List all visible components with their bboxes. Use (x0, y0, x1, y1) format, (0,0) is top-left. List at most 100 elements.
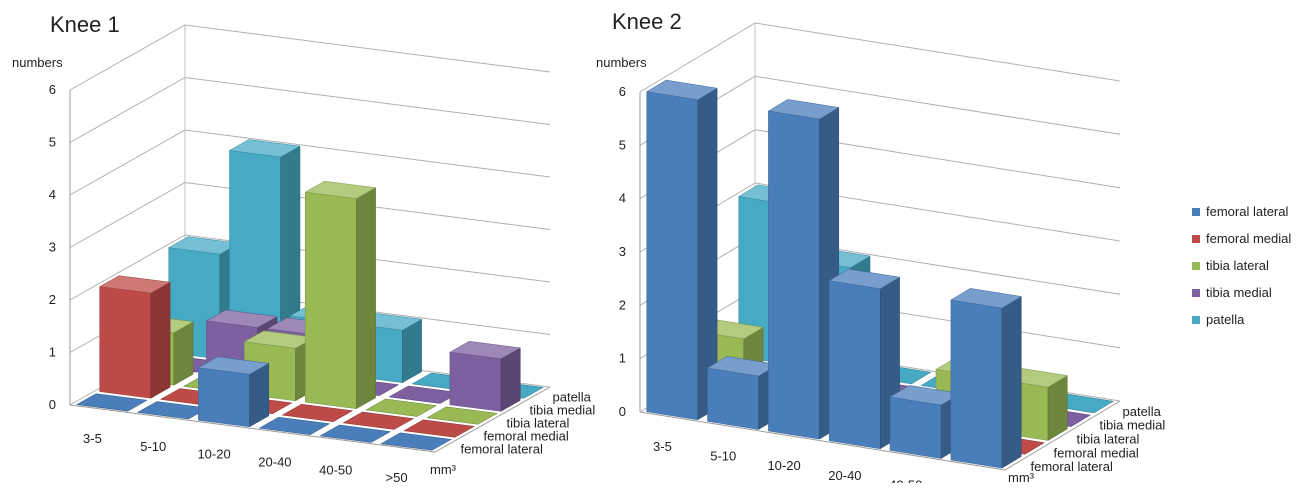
y-tick-label: 6 (49, 82, 56, 97)
bar-side (150, 281, 171, 399)
bar (304, 180, 377, 410)
legend-swatch (1192, 262, 1200, 270)
gridline (69, 129, 551, 196)
bar-zero-marker (75, 393, 148, 412)
x-tick-label: 20-40 (258, 454, 291, 469)
depth-tick-label: femoral medial (484, 429, 569, 444)
x-tick-label: 10-20 (197, 447, 230, 462)
chart-2: 01234563-55-1010-2020-4040-50>50femoral … (596, 9, 1166, 488)
y-tick-label: 5 (619, 137, 626, 152)
bar (319, 424, 392, 443)
x-axis-label: mm³ (430, 462, 457, 477)
bar-top (767, 99, 840, 120)
x-tick-label: 20-40 (828, 468, 861, 483)
y-tick-label: 2 (619, 297, 626, 312)
bar-front (889, 396, 942, 459)
x-tick-label: 3-5 (83, 431, 102, 446)
y-tick-label: 0 (49, 397, 56, 412)
bar (258, 416, 331, 435)
bar-zero-marker (258, 416, 331, 435)
legend-label: tibia lateral (1206, 258, 1269, 273)
y-tick-label: 6 (619, 84, 626, 99)
bar (197, 356, 270, 428)
x-tick-label: 10-20 (767, 458, 800, 473)
chart-title: Knee 2 (612, 9, 682, 34)
y-tick-label: 1 (619, 351, 626, 366)
bar (767, 99, 840, 440)
depth-tick-label: tibia lateral (507, 416, 570, 431)
bar-front (449, 352, 502, 412)
legend-swatch (1192, 208, 1200, 216)
bar (228, 139, 301, 368)
x-tick-label: >50 (386, 470, 408, 483)
bar-top (304, 180, 377, 199)
bar-zero-marker (426, 406, 499, 425)
bars (75, 139, 545, 451)
legend-swatch (1192, 316, 1200, 324)
bar (950, 288, 1023, 469)
legend-item: patella (1192, 312, 1245, 327)
legend-label: femoral lateral (1206, 204, 1288, 219)
depth-tick-label: tibia medial (1100, 418, 1166, 433)
bar (828, 268, 901, 450)
bar-zero-marker (365, 398, 438, 417)
gridline (639, 22, 1121, 93)
depth-tick-label: femoral lateral (461, 442, 543, 457)
depth-tick-label: patella (1123, 404, 1162, 419)
depth-tick-label: femoral medial (1054, 445, 1139, 460)
y-tick-label: 1 (49, 345, 56, 360)
legend-swatch (1192, 235, 1200, 243)
legend-item: femoral lateral (1192, 204, 1288, 219)
bar (365, 398, 438, 417)
bar-top (205, 309, 278, 328)
bar-front (707, 367, 759, 430)
bar (403, 419, 476, 438)
legend-swatch (1192, 289, 1200, 297)
chart-1: 0 1 2 3 4 5 6 3-5 5-10 10-20 20-40 40-50 >50 femoral … (12, 12, 595, 485)
y-axis-label: numbers (12, 55, 63, 70)
bar-top (950, 288, 1023, 309)
legend-label: femoral medial (1206, 231, 1291, 246)
bar (889, 385, 962, 459)
bar (380, 432, 453, 451)
x-tick-label: 3-5 (653, 439, 672, 454)
bar-front (198, 367, 250, 428)
bar-zero-marker (403, 419, 476, 438)
legend-item: tibia lateral (1192, 258, 1269, 273)
bar (75, 393, 148, 412)
legend-item: tibia medial (1192, 285, 1272, 300)
x-tick-label: 40-50 (889, 478, 922, 484)
bar (342, 411, 415, 430)
floor-edge (69, 386, 551, 453)
y-tick-label: 5 (49, 135, 56, 150)
bar-top (228, 139, 301, 158)
y-tick-label: 3 (619, 244, 626, 259)
bar-top (197, 356, 270, 375)
bar (281, 403, 354, 422)
legend-item: femoral medial (1192, 231, 1291, 246)
bar-top (828, 268, 901, 290)
x-axis-label: mm³ (1008, 470, 1035, 483)
x-tick-label: 5-10 (710, 449, 736, 464)
bar-side (356, 187, 376, 410)
bar-front (304, 191, 357, 409)
bar-top (449, 341, 522, 360)
depth-tick-label: tibia lateral (1077, 432, 1140, 447)
x-tick-label: 5-10 (140, 439, 166, 454)
floor-edge (639, 400, 1121, 471)
bar-zero-marker (342, 411, 415, 430)
bar-front (950, 299, 1003, 469)
bar-side (1001, 296, 1022, 469)
bar-front (768, 110, 820, 440)
y-tick-label: 4 (619, 191, 626, 206)
bar-zero-marker (380, 432, 453, 451)
bar-front (646, 91, 699, 421)
bar-front (99, 286, 152, 399)
y-tick-label: 3 (49, 240, 56, 255)
bar (706, 356, 779, 430)
bar-top (98, 275, 171, 294)
bar (426, 406, 499, 425)
depth-tick-label: femoral lateral (1031, 459, 1113, 474)
y-tick-label: 2 (49, 292, 56, 307)
